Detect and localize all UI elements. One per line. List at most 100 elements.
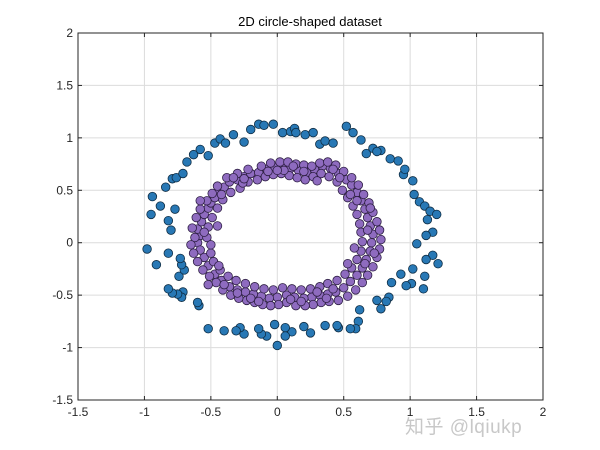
data-point [246,293,256,303]
data-point [307,161,317,171]
data-point [381,296,391,307]
data-point [223,271,233,281]
data-point [182,157,192,167]
data-point [412,239,422,249]
data-point [280,322,290,333]
data-point [328,138,338,148]
data-point [207,188,217,199]
data-point [273,299,284,310]
data-point [421,230,431,241]
data-point [280,331,290,341]
data-point [195,144,205,155]
data-point [372,146,382,157]
x-tick-label: 0 [274,405,281,419]
data-point [188,248,199,258]
data-point [374,225,385,235]
data-point [396,269,406,279]
data-point [239,174,249,184]
data-point [328,284,338,294]
data-point [265,158,276,168]
x-tick-label: -1.5 [68,405,89,419]
data-point [386,277,397,288]
data-point [352,209,362,220]
data-point [226,187,236,198]
data-point [376,234,386,245]
data-point [203,150,213,161]
data-point [345,276,356,287]
data-point [206,240,216,250]
data-point [263,166,273,177]
data-point [268,119,279,129]
data-point [232,288,243,298]
y-tick-label: 1.5 [56,78,73,92]
data-point [296,296,306,307]
data-point [339,283,349,293]
data-point [365,203,375,213]
data-point [151,260,162,270]
series-inner-circle [186,157,386,311]
data-point [343,258,353,269]
data-point [305,328,316,338]
grid-lines [77,32,544,401]
x-tick-label: 0.5 [335,405,352,419]
y-tick-label: 0.5 [56,183,73,197]
data-point [199,252,209,263]
data-point [296,285,306,295]
data-point [195,196,205,206]
data-point [345,323,356,334]
data-point [408,176,418,186]
data-point [190,232,200,243]
data-point [372,295,382,306]
data-point [203,279,213,290]
data-point [171,173,182,183]
data-point [312,176,322,186]
data-point [420,271,430,281]
x-tick-label: 1.5 [468,405,485,419]
data-point [163,284,174,294]
data-point [155,201,166,211]
data-point [269,319,280,330]
data-point [253,296,264,307]
data-point [277,283,288,293]
data-point [206,248,216,258]
data-point [199,227,209,237]
data-point [352,254,362,265]
data-point [178,168,188,179]
data-point [333,295,344,306]
data-point [362,270,373,280]
y-tick-label: 1 [66,131,73,145]
data-point [187,223,197,233]
data-point [231,275,241,286]
chart-title: 2D circle-shaped dataset [238,14,382,29]
data-point [433,258,443,269]
data-point [366,238,377,248]
data-point [337,185,348,195]
data-point [246,124,256,135]
data-point [409,189,419,200]
data-point [357,277,368,288]
data-point [207,212,217,223]
x-tick-label: 1 [407,405,414,419]
data-point [146,209,156,220]
data-point [272,165,282,176]
data-point [315,158,325,168]
data-point [341,121,352,132]
data-point [324,171,334,182]
data-point [332,320,342,331]
watermark: 知乎 @lqiukp [405,417,523,438]
data-point [174,271,184,281]
y-tick-label: -0.5 [52,288,73,302]
data-point [259,120,269,130]
data-point [212,203,223,213]
data-point [265,300,276,311]
data-point [300,175,310,185]
data-point [312,287,322,297]
data-point [220,138,231,148]
data-point [354,219,365,229]
data-point [239,137,249,147]
data-point [320,320,330,331]
series-outer-circle [142,119,443,351]
data-point [259,284,269,294]
data-point [249,282,260,292]
